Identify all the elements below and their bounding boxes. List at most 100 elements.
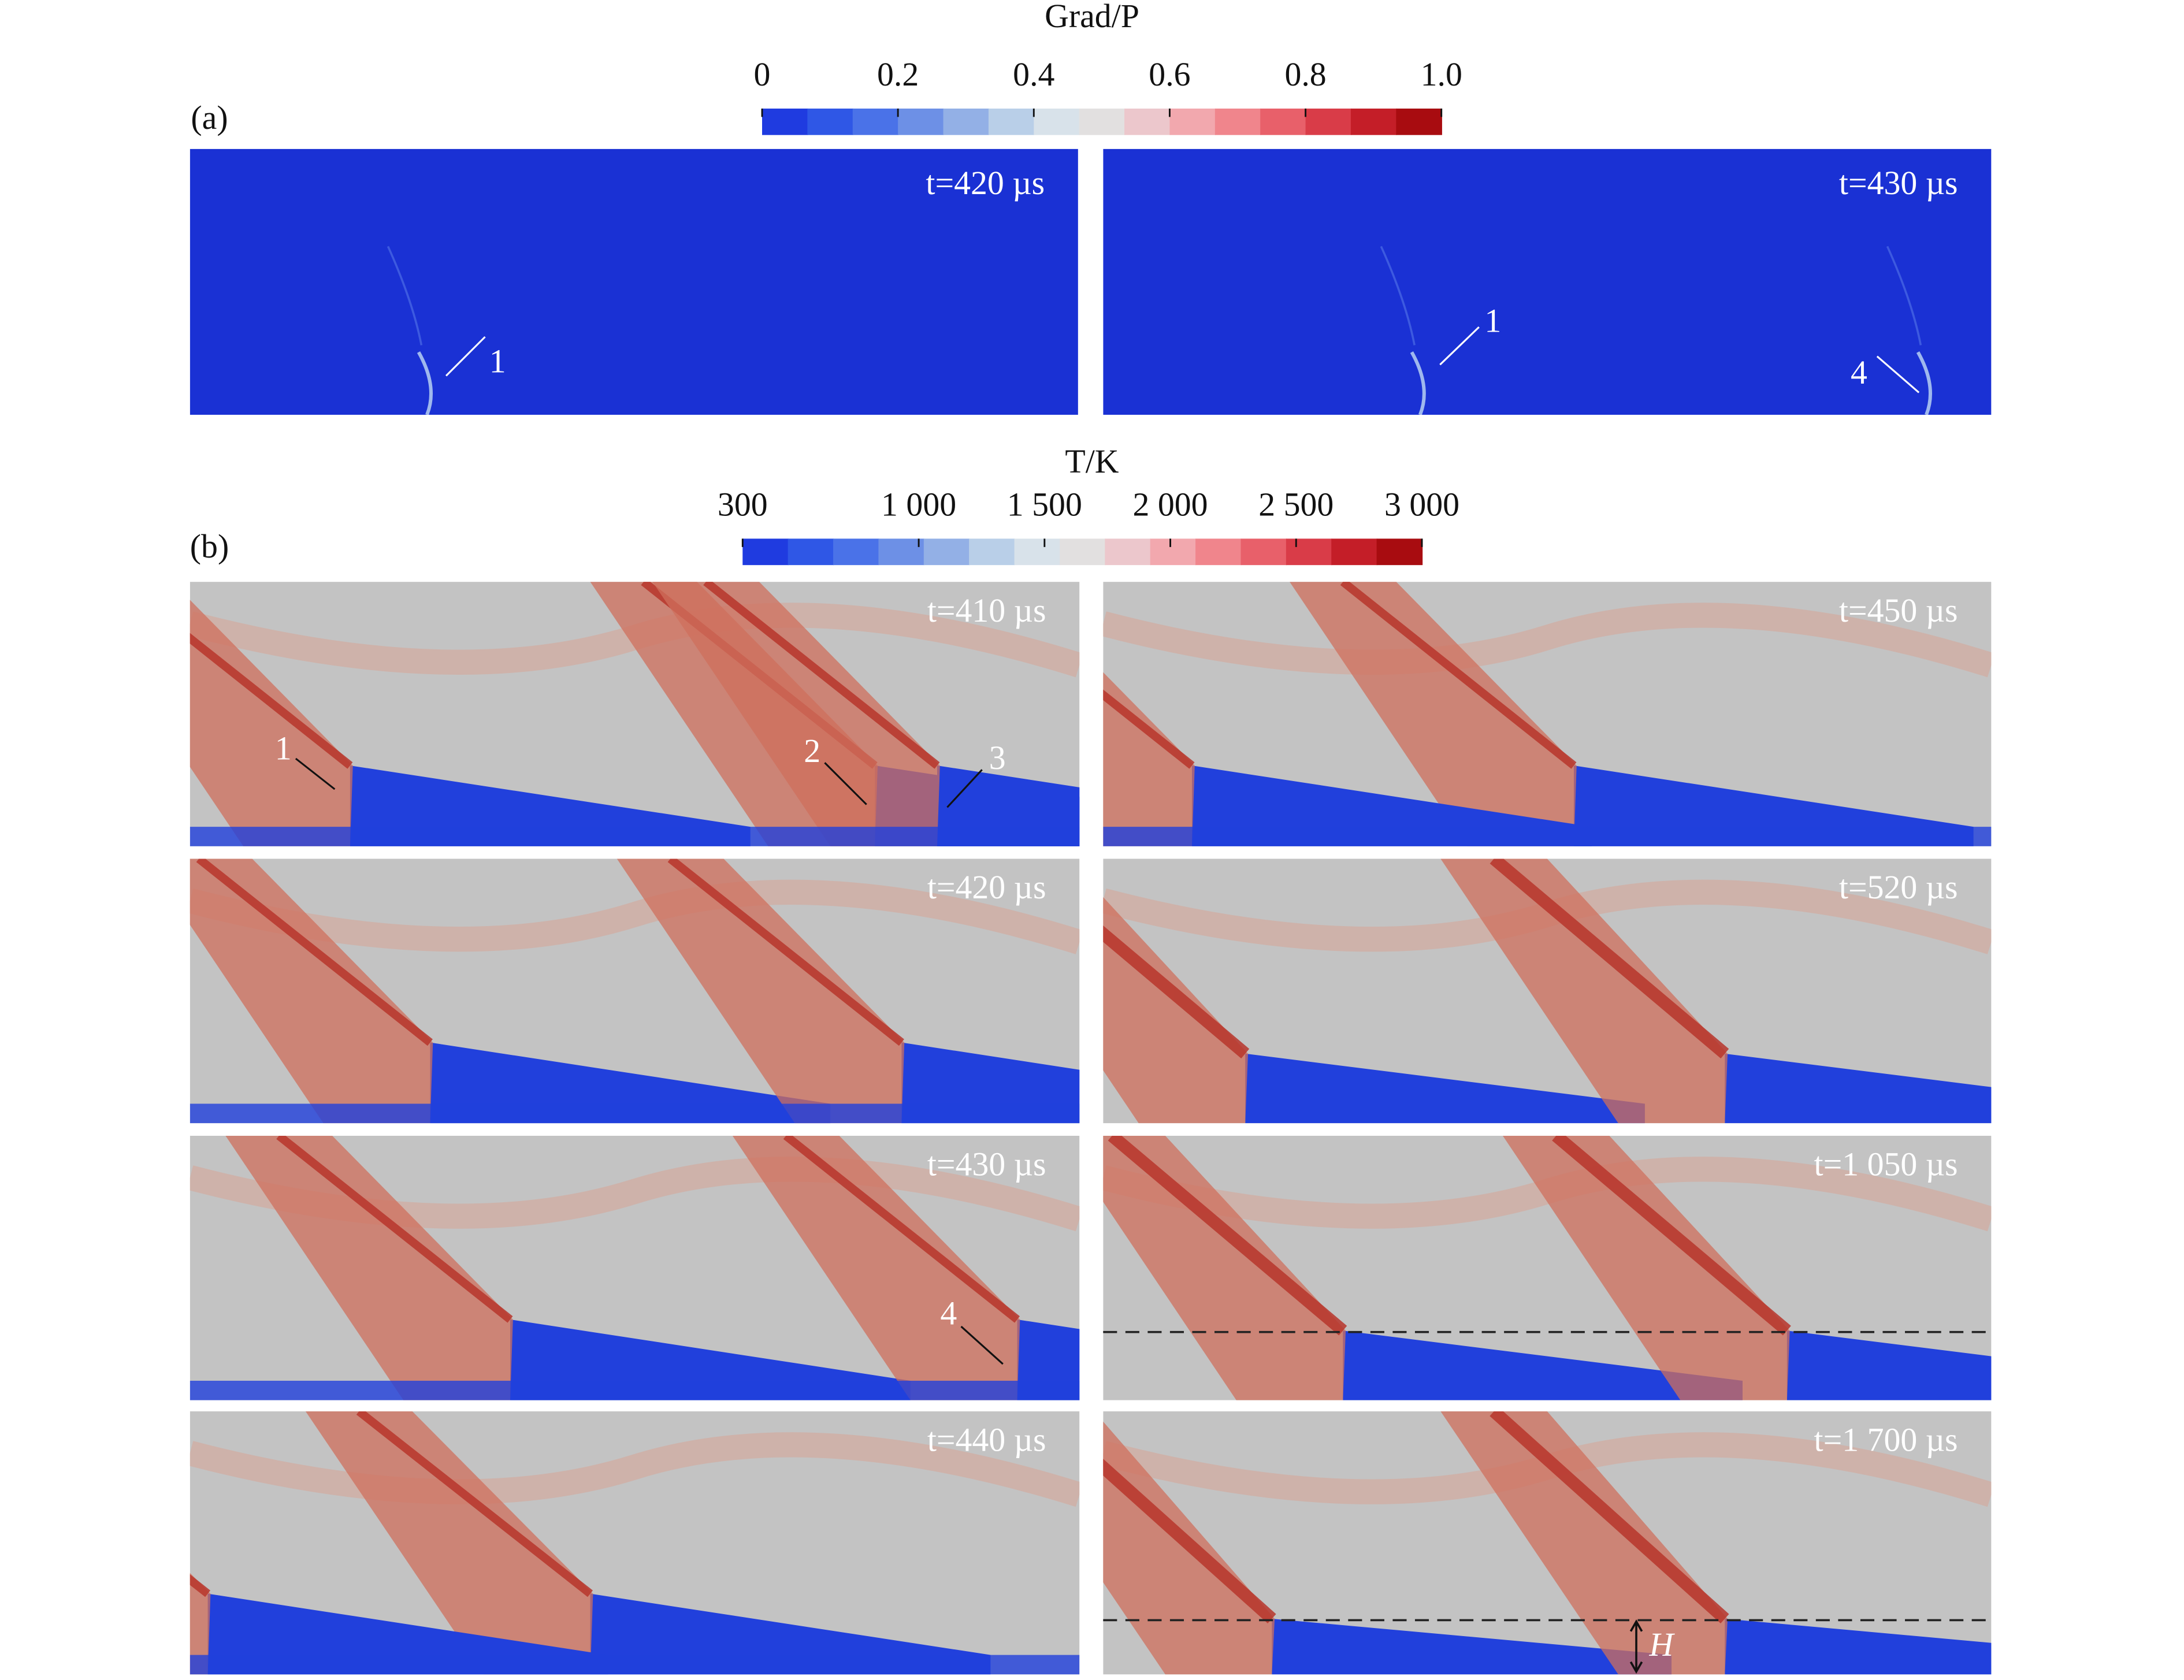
colorbar-swatch <box>1240 538 1287 566</box>
oblique-shock <box>1490 858 1729 1059</box>
panel <box>1103 858 1992 1124</box>
colorbar-swatch <box>1150 538 1197 566</box>
shock-front <box>1916 351 1932 415</box>
colorbar-swatch <box>969 538 1015 566</box>
colorbar-tick-label: 0.6 <box>1149 55 1190 93</box>
colorbar-tick-label: 2 000 <box>1133 486 1208 523</box>
time-label: t=410 µs <box>927 592 1046 629</box>
colorbar-tick-label: 1 000 <box>881 486 956 523</box>
unburnt-layer <box>1272 1618 1672 1675</box>
annotation-line <box>1876 355 1920 393</box>
colorbar-swatch <box>1376 538 1423 566</box>
colorbar-tick-label: 1.0 <box>1421 55 1462 93</box>
oblique-shock <box>667 858 904 1046</box>
annotation: 4 <box>940 1294 957 1332</box>
hot-plume <box>1103 603 1992 678</box>
annotation-line <box>445 336 486 377</box>
annotation: 1 <box>489 342 506 380</box>
annotation: 1 <box>275 729 292 767</box>
unburnt-layer <box>1786 1330 1992 1400</box>
annotation: 4 <box>1851 354 1867 391</box>
unburnt-layer <box>937 765 1080 846</box>
panel <box>190 148 1078 415</box>
unburnt-layer <box>510 1319 911 1400</box>
unburnt-layer <box>1245 1053 1645 1124</box>
colorbar-swatch <box>788 538 834 566</box>
burnt-gas <box>652 582 940 846</box>
burnt-gas <box>305 1411 593 1675</box>
colorbar-swatch <box>1305 108 1352 135</box>
annotation-line <box>946 769 983 808</box>
unburnt-layer <box>350 765 751 846</box>
burnt-gas <box>190 600 353 846</box>
unburnt-layer <box>1725 1053 1992 1124</box>
colorbar-title: Grad/P <box>1045 0 1139 35</box>
arrow-head <box>1629 1619 1643 1674</box>
colorbar-tick-label: 0.2 <box>877 55 919 93</box>
oblique-shock <box>1108 1135 1347 1336</box>
colorbar-tick-label: 3 000 <box>1384 486 1459 523</box>
annotation: 3 <box>989 739 1006 776</box>
colorbar-swatch <box>807 108 853 135</box>
burnt-gas <box>616 858 905 1124</box>
oblique-shock <box>190 1574 211 1597</box>
shock-trace <box>387 246 423 345</box>
colorbar-title: T/K <box>1065 443 1119 480</box>
oblique-shock <box>1103 1459 1276 1624</box>
colorbar-swatch <box>1286 538 1332 566</box>
burnt-gas <box>1440 858 1728 1124</box>
burnt-gas <box>1290 582 1577 846</box>
unburnt-layer <box>1191 765 1592 846</box>
unburnt-layer <box>207 1593 608 1675</box>
oblique-shock <box>1552 1135 1791 1336</box>
unburnt-layer <box>1017 1319 1080 1400</box>
colorbar-swatch <box>1260 108 1306 135</box>
colorbar-swatch <box>878 538 925 566</box>
unburnt-layer <box>1103 827 1992 846</box>
colorbar-swatch <box>762 108 808 135</box>
panel-label: (a) <box>191 99 228 136</box>
panel <box>190 582 1080 846</box>
unburnt-layer <box>190 827 1080 846</box>
colorbar-swatch <box>943 108 990 135</box>
annotation-line <box>824 762 867 805</box>
oblique-shock <box>356 1411 593 1597</box>
colorbar-swatch <box>898 108 944 135</box>
colorbar-swatch <box>852 108 899 135</box>
oblique-shock <box>1103 689 1195 769</box>
burnt-gas <box>190 858 433 1124</box>
colorbar-swatch <box>1079 108 1126 135</box>
hot-plume <box>190 1432 1080 1507</box>
field <box>1103 148 1992 415</box>
colorbar-swatch <box>1105 538 1151 566</box>
oblique-shock <box>196 858 433 1046</box>
panel <box>1103 1411 1992 1675</box>
time-label: t=440 µs <box>927 1421 1046 1459</box>
colorbar-tick-label: 1 500 <box>1007 486 1082 523</box>
oblique-shock <box>1340 582 1577 769</box>
shock-trace <box>1380 246 1416 345</box>
panel <box>190 1135 1080 1400</box>
colorbar-swatch <box>1059 538 1106 566</box>
time-label: t=420 µs <box>927 868 1046 906</box>
unburnt-layer <box>190 1381 1080 1400</box>
unburnt-layer <box>190 1655 1080 1675</box>
burnt-gas <box>1440 1411 1728 1675</box>
colorbar-tick-label: 0.8 <box>1284 55 1326 93</box>
panel <box>1103 582 1992 846</box>
colorbar-swatch <box>1331 538 1377 566</box>
time-label: t=420 µs <box>926 164 1045 202</box>
colorbar-swatch <box>1124 108 1171 135</box>
colorbar-swatch <box>1195 538 1242 566</box>
unburnt-layer <box>901 1042 1080 1124</box>
hot-plume <box>190 879 1080 954</box>
oblique-shock <box>703 582 940 769</box>
annotation-line <box>960 1325 1004 1365</box>
unburnt-layer <box>1343 1330 1743 1400</box>
colorbar-swatch <box>742 538 789 566</box>
burnt-gas <box>732 1135 1020 1400</box>
panel <box>190 1411 1080 1675</box>
burnt-gas <box>190 1573 211 1675</box>
panel <box>190 858 1080 1124</box>
